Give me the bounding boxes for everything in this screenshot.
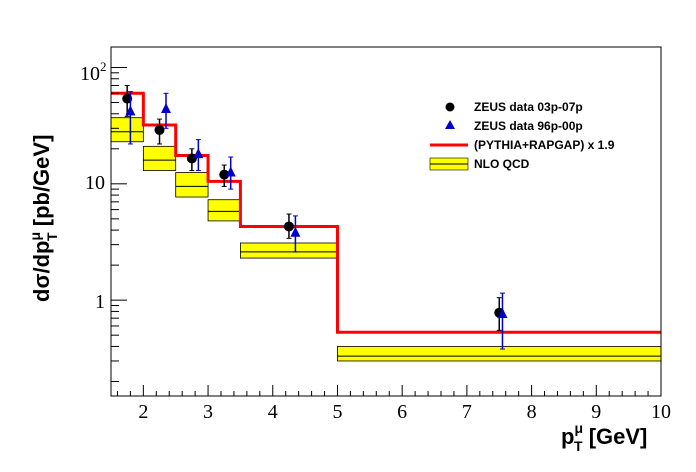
legend-label-zeus-96p-00p: ZEUS data 96p-00p bbox=[474, 119, 583, 133]
nlo-band-bin-3 bbox=[175, 172, 209, 198]
legend-marker-zeus-03p-07p bbox=[445, 102, 455, 112]
zeus-03p-07p-point-3 bbox=[186, 153, 197, 164]
plot-area bbox=[110, 85, 662, 362]
x-tick-label-6: 6 bbox=[397, 401, 407, 423]
legend-marker-zeus-96p-00p bbox=[445, 120, 455, 129]
x-tick-labels: 2 3 4 5 6 7 8 9 10 bbox=[138, 401, 671, 423]
nlo-band-bin-5 bbox=[240, 242, 338, 259]
legend-label-pythia-rapgap: (PYTHIA+RAPGAP) x 1.9 bbox=[474, 138, 615, 152]
legend: ZEUS data 03p-07p ZEUS data 96p-00p (PYT… bbox=[429, 100, 615, 171]
nlo-band-bin-6 bbox=[337, 346, 662, 362]
legend-label-zeus-03p-07p: ZEUS data 03p-07p bbox=[474, 100, 583, 114]
plot-frame bbox=[110, 46, 662, 397]
zeus-96p-00p-point-1 bbox=[125, 105, 136, 116]
x-tick-label-5: 5 bbox=[332, 401, 342, 423]
x-tick-label-10: 10 bbox=[651, 401, 671, 423]
nlo-band-bin-2 bbox=[142, 145, 177, 171]
axes bbox=[111, 66, 662, 396]
y-tick-label-hundred: 102 bbox=[80, 59, 107, 85]
x-tick-label-4: 4 bbox=[268, 401, 278, 423]
nlo-band-bin-1 bbox=[110, 117, 144, 143]
x-axis-title: pμ T [GeV] bbox=[561, 420, 647, 454]
zeus-03p-07p-point-2 bbox=[154, 125, 165, 136]
x-tick-label-7: 7 bbox=[462, 401, 472, 423]
zeus-03p-07p-point-5 bbox=[283, 221, 294, 232]
x-tick-label-2: 2 bbox=[138, 401, 148, 423]
x-tick-label-3: 3 bbox=[203, 401, 213, 423]
zeus-03p-07p-point-4 bbox=[219, 169, 230, 180]
zeus-96p-00p-point-5 bbox=[290, 226, 301, 237]
nlo-band-bin-4 bbox=[207, 199, 241, 222]
zeus-96p-00p-point-2 bbox=[161, 102, 171, 113]
zeus-96p-00p-point-3 bbox=[193, 148, 204, 159]
x-tick-label-9: 9 bbox=[591, 401, 601, 423]
zeus-96p-00p-point-4 bbox=[225, 166, 236, 177]
legend-label-nlo-qcd: NLO QCD bbox=[474, 157, 530, 171]
y-tick-label-ten: 10 bbox=[85, 172, 105, 194]
zeus-96p-00p-point-6 bbox=[497, 308, 508, 319]
y-tick-label-one: 1 bbox=[95, 291, 105, 313]
y-tick-labels: 102 10 1 bbox=[80, 59, 107, 313]
y-axis-title: dσ/dpμT [pb/GeV] bbox=[27, 135, 60, 302]
x-tick-label-8: 8 bbox=[527, 401, 537, 423]
pythia-rapgap-histogram bbox=[111, 91, 661, 334]
